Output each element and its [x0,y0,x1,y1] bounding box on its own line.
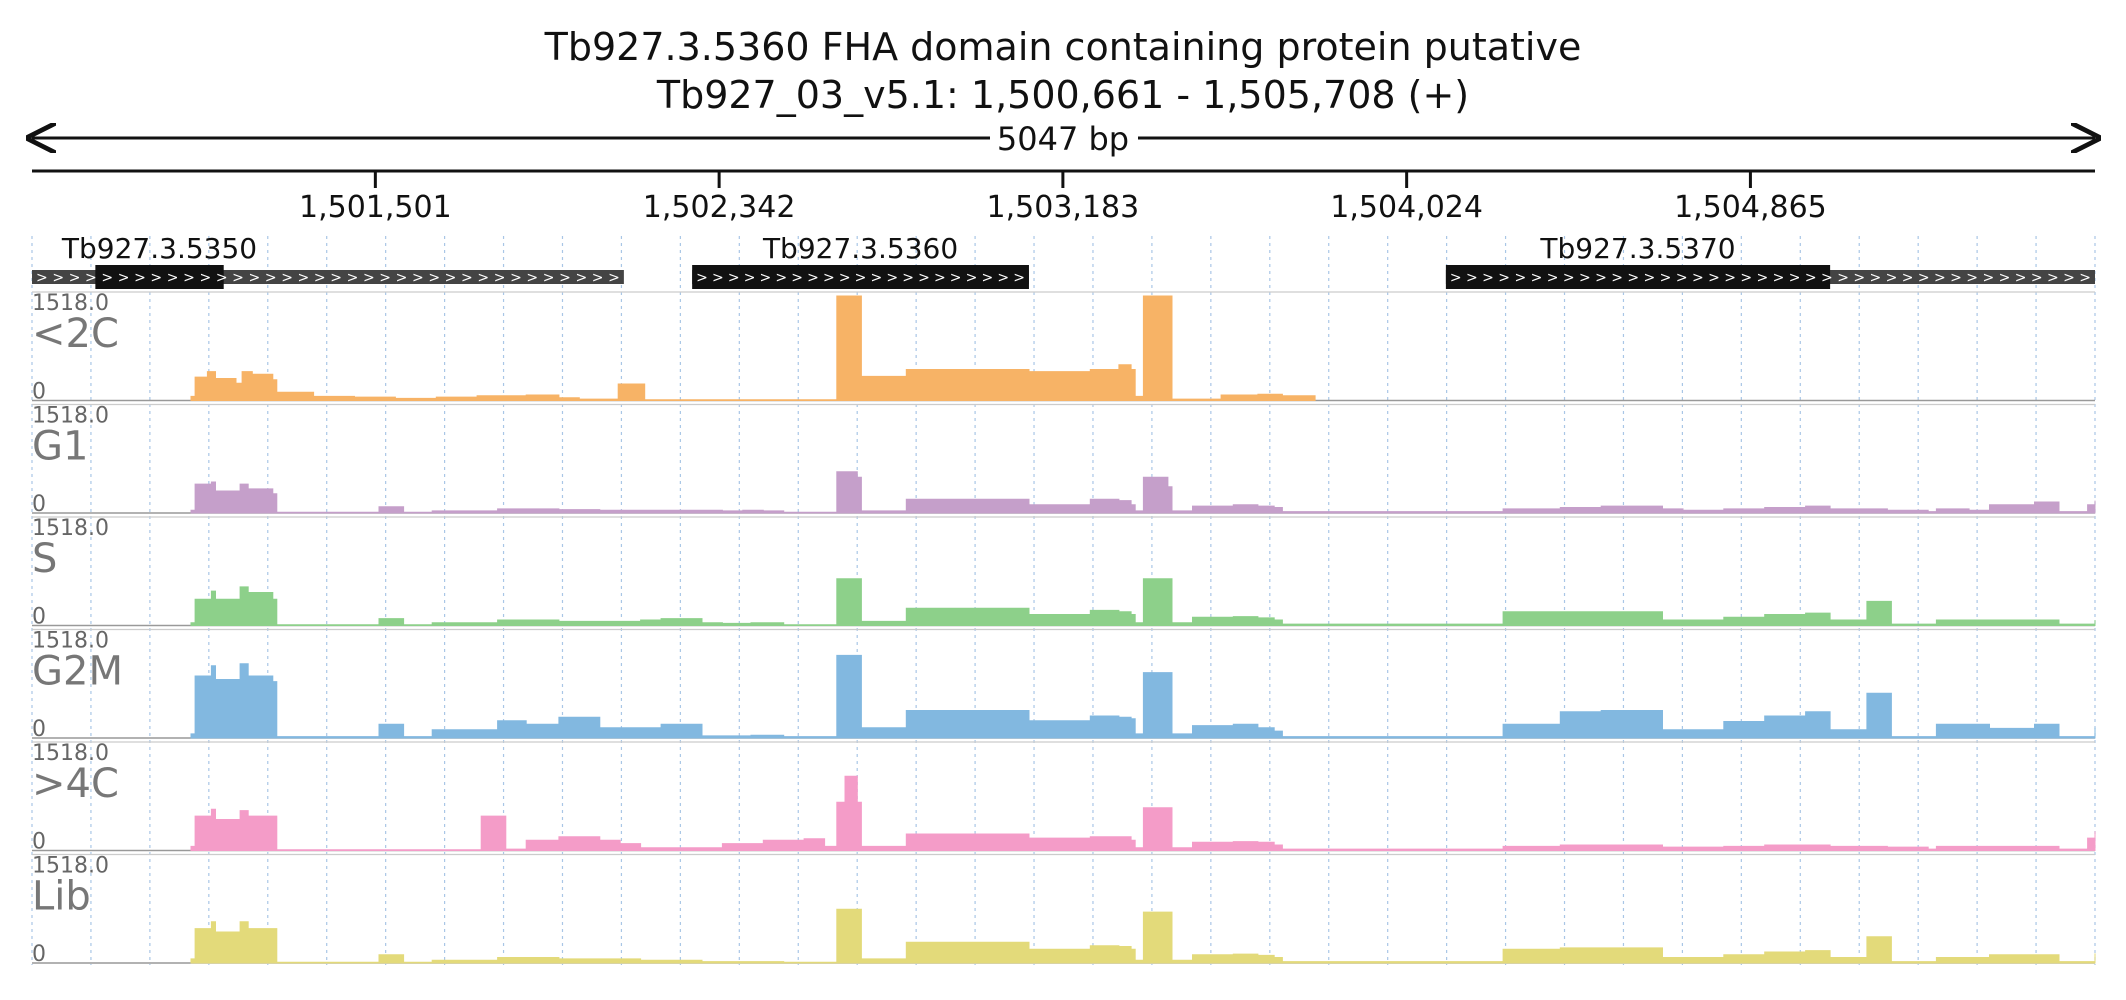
track-5: 1518.0 0 Lib [32,854,2096,967]
span-indicator: 5047 bp [32,118,2095,160]
tick-label: 1,502,342 [643,190,796,225]
track-name: <2C [32,311,119,357]
track-min-label: 0 [32,380,46,405]
coverage-tracks: 1518.00<2C1518.00G11518.00S1518.00G2M151… [32,291,2096,967]
chart-subtitle: Tb927_03_v5.1: 1,500,661 - 1,505,708 (+) [656,73,1469,117]
tick-label: 1,503,183 [987,190,1140,225]
coordinate-ticks: 1,501,501 1,502,342 1,503,183 1,504,024 1,50… [299,171,1827,225]
gene-cds [692,265,1029,289]
track-2: 1518.0 0 S [32,516,2096,630]
track-4: 1518.0 0 >4C [32,741,2096,855]
track-name: G2M [32,649,123,695]
span-label: 5047 bp [997,120,1129,158]
track-max-label: 1518.0 [32,404,109,429]
track-max-label: 1518.0 [32,629,109,654]
track-min-label: 0 [32,605,46,630]
coverage-area [190,578,2096,626]
track-min-label: 0 [32,942,46,967]
gene-track: >>>>>>>>>>>>>>>>>>>>>>>>>>>>>>>>>>>>Tb92… [32,232,2095,289]
gene-label: Tb927.3.5350 [61,232,257,265]
coverage-area [190,295,1316,401]
strand-arrows: >>>>>>>>>>>>>>>>>>>>> [696,270,1025,286]
coverage-area [190,471,2096,514]
coverage-area [190,775,2096,851]
gene-label: Tb927.3.5370 [1539,232,1735,265]
track-min-label: 0 [32,830,46,855]
gene-cds [95,265,224,289]
tick-label: 1,501,501 [299,190,452,225]
coverage-area [190,654,2096,739]
track-max-label: 1518.0 [32,516,109,541]
coverage-area [190,908,2096,964]
track-min-label: 0 [32,717,46,742]
track-name: G1 [32,424,88,470]
track-min-label: 0 [32,492,46,517]
track-3: 1518.0 0 G2M [32,629,2096,742]
track-0: 1518.0 0 <2C [32,291,2095,405]
track-name: >4C [32,761,119,807]
track-name: S [32,536,57,582]
grid-lines [31,236,2096,965]
track-max-label: 1518.0 [32,741,109,766]
track-name: Lib [32,874,91,920]
span-label-bg [990,118,1138,160]
track-1: 1518.0 0 G1 [32,404,2096,517]
gene-label: Tb927.3.5360 [762,232,958,265]
track-max-label: 1518.0 [32,291,109,316]
track-max-label: 1518.0 [32,854,109,879]
gene-cds [1445,265,1831,289]
tick-label: 1,504,024 [1330,190,1483,225]
tick-label: 1,504,865 [1674,190,1827,225]
chart-title: Tb927.3.5360 FHA domain containing prote… [544,25,1582,69]
